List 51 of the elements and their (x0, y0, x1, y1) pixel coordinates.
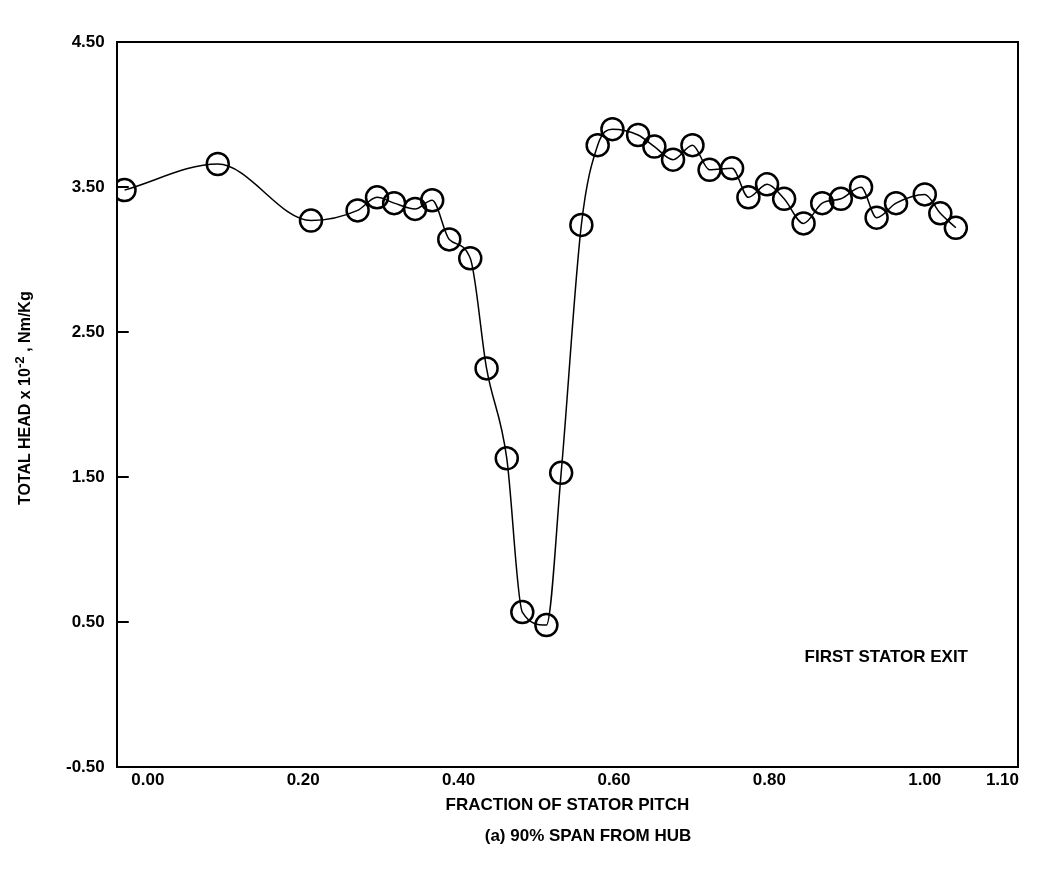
point (364, 185, 390, 210)
text: (a) 90% SPAN FROM HUB (483, 826, 693, 846)
point (510, 599, 535, 625)
y-tick-label: 1.50 (71, 466, 105, 486)
point (848, 174, 874, 200)
x-axis-title: FRACTION OF STATOR PITCH (445, 795, 690, 815)
point (660, 147, 686, 172)
y-tick-label: 0.50 (71, 611, 105, 631)
point (943, 215, 969, 241)
point (458, 246, 483, 271)
x-tick-label: 0.60 (597, 770, 631, 790)
x-tick-label: 1.10 (985, 770, 1020, 790)
point (680, 132, 705, 158)
point (828, 186, 854, 212)
point (494, 446, 520, 471)
point (419, 188, 445, 213)
point (534, 612, 559, 638)
point (864, 205, 889, 230)
point (719, 156, 745, 181)
point (548, 460, 574, 486)
point (771, 186, 797, 212)
point (585, 132, 610, 158)
y-tick-label: 3.50 (71, 176, 105, 196)
point (474, 356, 499, 381)
point (736, 185, 761, 210)
point (912, 182, 938, 207)
point (569, 212, 594, 238)
y-tick-label: 4.50 (71, 31, 105, 51)
point (754, 172, 780, 197)
x-tick-label: 0.80 (752, 770, 786, 790)
point (809, 190, 835, 216)
point (381, 190, 407, 216)
point (697, 157, 722, 183)
point (625, 122, 651, 148)
point (642, 134, 667, 159)
point (791, 211, 816, 236)
x-tick-label: 1.00 (908, 770, 942, 790)
point (298, 208, 324, 233)
x-tick-label: 0.40 (442, 770, 476, 790)
point (600, 116, 625, 142)
point (402, 196, 428, 222)
y-tick-label: 2.50 (71, 321, 105, 341)
point (345, 198, 370, 223)
point (928, 201, 953, 226)
point (205, 151, 230, 177)
x-tick-label: 0.20 (286, 770, 320, 790)
y-tick-label: -0.50 (66, 756, 105, 776)
point (883, 190, 909, 216)
point (437, 227, 462, 252)
annotation: FIRST STATOR EXIT (804, 646, 969, 666)
x-tick-label: 0.00 (131, 770, 165, 790)
